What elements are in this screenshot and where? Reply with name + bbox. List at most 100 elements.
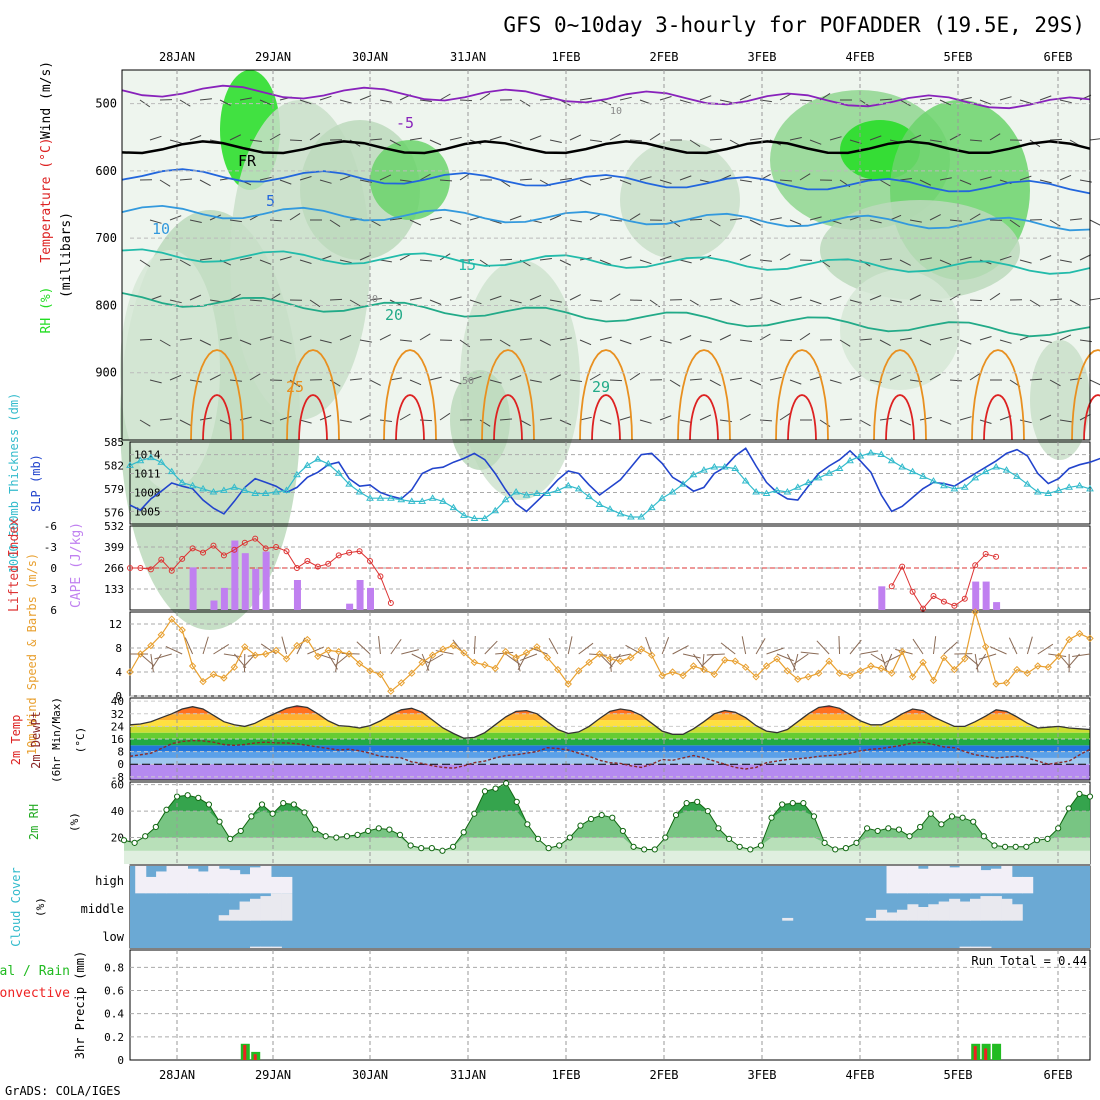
wind-barb (939, 336, 952, 341)
wind-speed-marker (783, 667, 792, 675)
wind-barb (609, 219, 622, 222)
isotherm-hot-arc (689, 394, 719, 441)
date-label-bottom: 28JAN (159, 1068, 195, 1082)
temp-unit-label: (°C) (74, 727, 87, 754)
wind-barb (619, 256, 632, 261)
wind-barb-10m (1026, 636, 1033, 655)
wind-barb-10m (793, 653, 809, 665)
wind-barb (619, 96, 632, 101)
thickness-marker (898, 463, 907, 470)
lifted-index-marker (930, 593, 937, 599)
wind-barb (379, 419, 392, 422)
lifted-cape-panel: 133 266 399 532 -6 -3 0 3 6 Lifted Index CAPE (J/k… (7, 518, 1091, 617)
wind-barb (729, 299, 741, 306)
wind-speed-marker (658, 671, 666, 680)
wind-barb (399, 253, 411, 261)
wind-speed-marker (794, 675, 802, 683)
rh-marker (471, 810, 478, 817)
wind-speed-marker (950, 665, 959, 674)
wind-barb (259, 259, 272, 265)
wind-barb (579, 97, 592, 101)
temp-minmax-label: (6hr Min/Max) (50, 697, 63, 783)
wind-barb (389, 139, 401, 147)
wind-barb (639, 335, 652, 341)
thickness-marker (512, 488, 520, 495)
upper-air-side-label: Temperature (°C) (39, 137, 54, 262)
date-label-bottom: 29JAN (255, 1068, 291, 1082)
precip-convective-legend: Convective (0, 986, 70, 1001)
thickness-marker (1033, 488, 1042, 495)
rh-marker (917, 823, 924, 831)
thickness-marker (146, 453, 155, 461)
thickness-marker (449, 503, 458, 511)
wind-speed-marker (762, 662, 771, 670)
thickness-marker (376, 494, 385, 501)
cloud-high-cell (218, 868, 230, 894)
wind-speed-marker (971, 608, 979, 616)
wind-barb (929, 299, 942, 302)
wind-barb (169, 139, 182, 144)
temp-color-band (130, 745, 1090, 752)
precip-frame (129, 949, 1091, 1061)
rh-marker (683, 800, 690, 807)
thickness-marker (762, 489, 771, 497)
lifted-index-tick-label: 6 (50, 604, 57, 617)
wind-barb (419, 173, 431, 181)
wind-barb-10m (932, 636, 937, 655)
rh-marker (662, 834, 669, 841)
wind-barb (369, 298, 382, 301)
rh-marker (375, 825, 382, 832)
wind-speed-marker (251, 651, 259, 659)
temp-tick-label: -8 (111, 771, 124, 784)
thickness-marker (960, 483, 969, 490)
wind-barb-10m (978, 653, 997, 660)
wind-barb (919, 257, 932, 261)
wind-barb (659, 415, 672, 421)
wind-barb (299, 419, 312, 424)
wind-barb (809, 376, 822, 381)
rh-marker (725, 835, 733, 842)
rh-marker (322, 833, 329, 840)
lifted-index-marker (241, 539, 248, 546)
wind-barb-10m (401, 649, 419, 655)
isotherm-warm-arc (971, 349, 1025, 441)
wind-barb-10m (484, 640, 498, 655)
cloud-high-cell (886, 866, 898, 894)
wind-barb (679, 259, 692, 264)
precip-tick-label: 0.8 (104, 961, 124, 974)
wind-barb (569, 379, 582, 382)
rh-marker (948, 813, 956, 820)
rh-marker (439, 847, 446, 854)
date-label-bottom: 2FEB (650, 1068, 679, 1082)
lifted-index-tick-label: 3 (50, 583, 57, 596)
wind-barb (929, 373, 941, 381)
rh-marker (524, 821, 531, 828)
thickness-tick-label: 579 (104, 483, 124, 496)
lifted-index-marker (273, 544, 280, 550)
wind-barb (879, 417, 892, 421)
wind-barb (449, 379, 462, 385)
isotherm-warm-arc (579, 349, 633, 441)
wind-barb (409, 379, 422, 386)
thickness-marker (793, 483, 802, 490)
wind-axis-label: 10m Wind Speed & Barbs (m/s) (25, 553, 39, 755)
isotherm-15 (121, 248, 1091, 275)
rh-marker (1023, 843, 1030, 850)
wind-speed-marker (627, 653, 635, 662)
rh-marker (481, 788, 489, 795)
wind-barb (809, 299, 822, 305)
wind-barb (469, 375, 482, 381)
wind-barb (879, 179, 891, 187)
cloud-middle-cell (876, 909, 888, 921)
wind-speed-marker (992, 680, 1000, 688)
wind-barb (999, 255, 1012, 261)
wind-barb (789, 137, 802, 141)
wind-barb (679, 175, 692, 181)
wind-barb (549, 374, 562, 381)
rh-marker (396, 831, 404, 839)
wind-barb-10m (184, 637, 194, 655)
thickness-marker (397, 495, 406, 503)
temp-color-band (130, 764, 1090, 780)
